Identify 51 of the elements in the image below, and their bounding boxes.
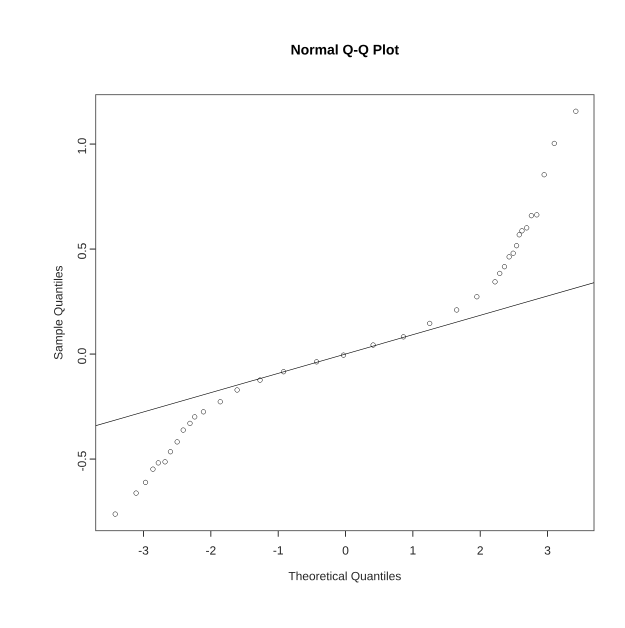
point [200, 409, 206, 414]
y-tick-label: 0.5 [78, 243, 86, 259]
point [497, 270, 502, 276]
x-tick-label: 2 [477, 546, 483, 555]
point [150, 466, 156, 472]
point [534, 212, 540, 218]
point [174, 439, 180, 444]
point [454, 307, 460, 313]
y-tick-label: 1.0 [78, 138, 86, 154]
point [156, 460, 161, 466]
point [234, 387, 240, 393]
chart-title: Normal Q-Q Plot [292, 44, 399, 58]
point [281, 369, 286, 374]
point [524, 225, 530, 230]
point [400, 334, 406, 340]
x-tick-label: 3 [544, 546, 550, 555]
point [134, 490, 139, 496]
point [519, 228, 525, 234]
point [514, 243, 520, 248]
y-axis-title: Sample Quantiles [54, 266, 65, 360]
point [187, 420, 193, 426]
point [340, 352, 346, 358]
y-tick-label: 0.0 [78, 348, 86, 364]
point [162, 459, 168, 464]
point [506, 254, 512, 260]
point [218, 399, 223, 404]
x-axis-title: Theoretical Quantiles [288, 572, 401, 582]
point [502, 264, 507, 270]
point [370, 342, 376, 348]
point [528, 213, 534, 218]
point [542, 172, 547, 178]
point [573, 108, 578, 114]
point [510, 250, 516, 256]
x-tick-label: -1 [273, 546, 283, 554]
point [180, 428, 186, 433]
point [492, 279, 498, 284]
x-tick-label: 1 [410, 546, 416, 554]
point [257, 378, 263, 383]
point [112, 512, 118, 517]
point [427, 320, 432, 326]
point [142, 480, 148, 485]
point [474, 294, 480, 300]
x-tick-label: 0 [342, 546, 348, 555]
point [552, 140, 557, 146]
y-tick-label: -0.5 [78, 451, 86, 471]
x-tick-label: -2 [206, 546, 216, 555]
point [168, 449, 173, 454]
point [192, 414, 198, 420]
point [314, 359, 320, 364]
point [516, 232, 522, 238]
x-tick-label: -3 [138, 546, 148, 555]
